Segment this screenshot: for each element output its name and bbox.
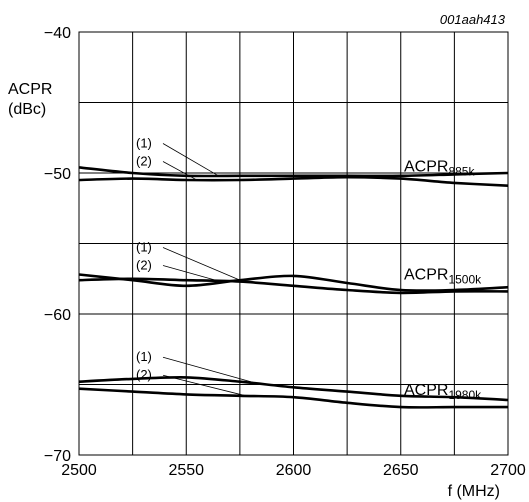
leader-line-1 bbox=[162, 143, 219, 177]
y-tick-label: −70 bbox=[44, 448, 71, 465]
x-tick-label: 2500 bbox=[61, 462, 97, 479]
series-line-885k-1 bbox=[78, 166, 509, 178]
x-tick-label: 2700 bbox=[490, 462, 526, 479]
plot-frame bbox=[78, 31, 509, 456]
leader-line-2 bbox=[162, 265, 219, 282]
y-tick-label: −60 bbox=[44, 307, 71, 324]
x-axis-ticks: 2500 2550 2600 2650 2700 bbox=[61, 462, 526, 479]
leader-line-1 bbox=[162, 356, 258, 384]
leader-label-2: (2) bbox=[136, 153, 152, 168]
y-axis-ticks: −40 −50 −60 −70 bbox=[44, 25, 71, 465]
x-tick-label: 2600 bbox=[276, 462, 312, 479]
x-tick-label: 2550 bbox=[168, 462, 204, 479]
leader-label-2: (2) bbox=[136, 367, 152, 382]
series-line-1500k-1 bbox=[78, 273, 509, 292]
leader-line-2 bbox=[162, 161, 198, 181]
y-tick-label: −40 bbox=[44, 25, 71, 42]
leader-line-2 bbox=[162, 374, 247, 397]
series-label-1980k: ACPR1980k bbox=[404, 382, 482, 402]
series-line-1980k-2 bbox=[78, 387, 508, 409]
leader-label-1: (1) bbox=[136, 135, 152, 150]
x-axis-label: f (MHz) bbox=[448, 483, 500, 500]
series-label-885k: ACPR885k bbox=[404, 158, 475, 178]
leader-line-1 bbox=[162, 247, 241, 281]
series-lines bbox=[78, 166, 509, 409]
x-tick-label: 2650 bbox=[383, 462, 419, 479]
y-tick-label: −50 bbox=[44, 166, 71, 183]
series-label-1500k: ACPR1500k bbox=[404, 266, 482, 286]
series-line-1500k-2 bbox=[78, 277, 509, 295]
grid bbox=[78, 31, 509, 456]
annotations: (1) (2) ACPR885k (1) (2) ACPR1500k (1) (2) ACPR1… bbox=[136, 135, 482, 402]
y-axis-unit: (dBc) bbox=[8, 101, 46, 118]
y-axis-label: ACPR bbox=[8, 81, 52, 98]
leader-label-2: (2) bbox=[136, 258, 152, 273]
series-line-885k-2 bbox=[78, 175, 509, 187]
leader-label-1: (1) bbox=[136, 240, 152, 255]
figure-code: 001aah413 bbox=[440, 12, 506, 27]
series-line-1980k-1 bbox=[78, 376, 509, 402]
leader-label-1: (1) bbox=[136, 349, 152, 364]
